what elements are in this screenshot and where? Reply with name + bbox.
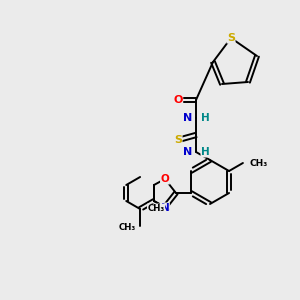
Text: N: N xyxy=(183,113,192,123)
Text: H: H xyxy=(201,147,210,157)
Text: CH₃: CH₃ xyxy=(119,223,136,232)
Text: O: O xyxy=(160,174,169,184)
Text: N: N xyxy=(160,203,169,213)
Text: N: N xyxy=(183,147,192,157)
Text: S: S xyxy=(227,33,235,43)
Text: O: O xyxy=(173,95,183,105)
Text: H: H xyxy=(201,113,210,123)
Text: CH₃: CH₃ xyxy=(250,158,268,167)
Text: CH₃: CH₃ xyxy=(147,204,165,213)
Text: S: S xyxy=(174,135,182,145)
